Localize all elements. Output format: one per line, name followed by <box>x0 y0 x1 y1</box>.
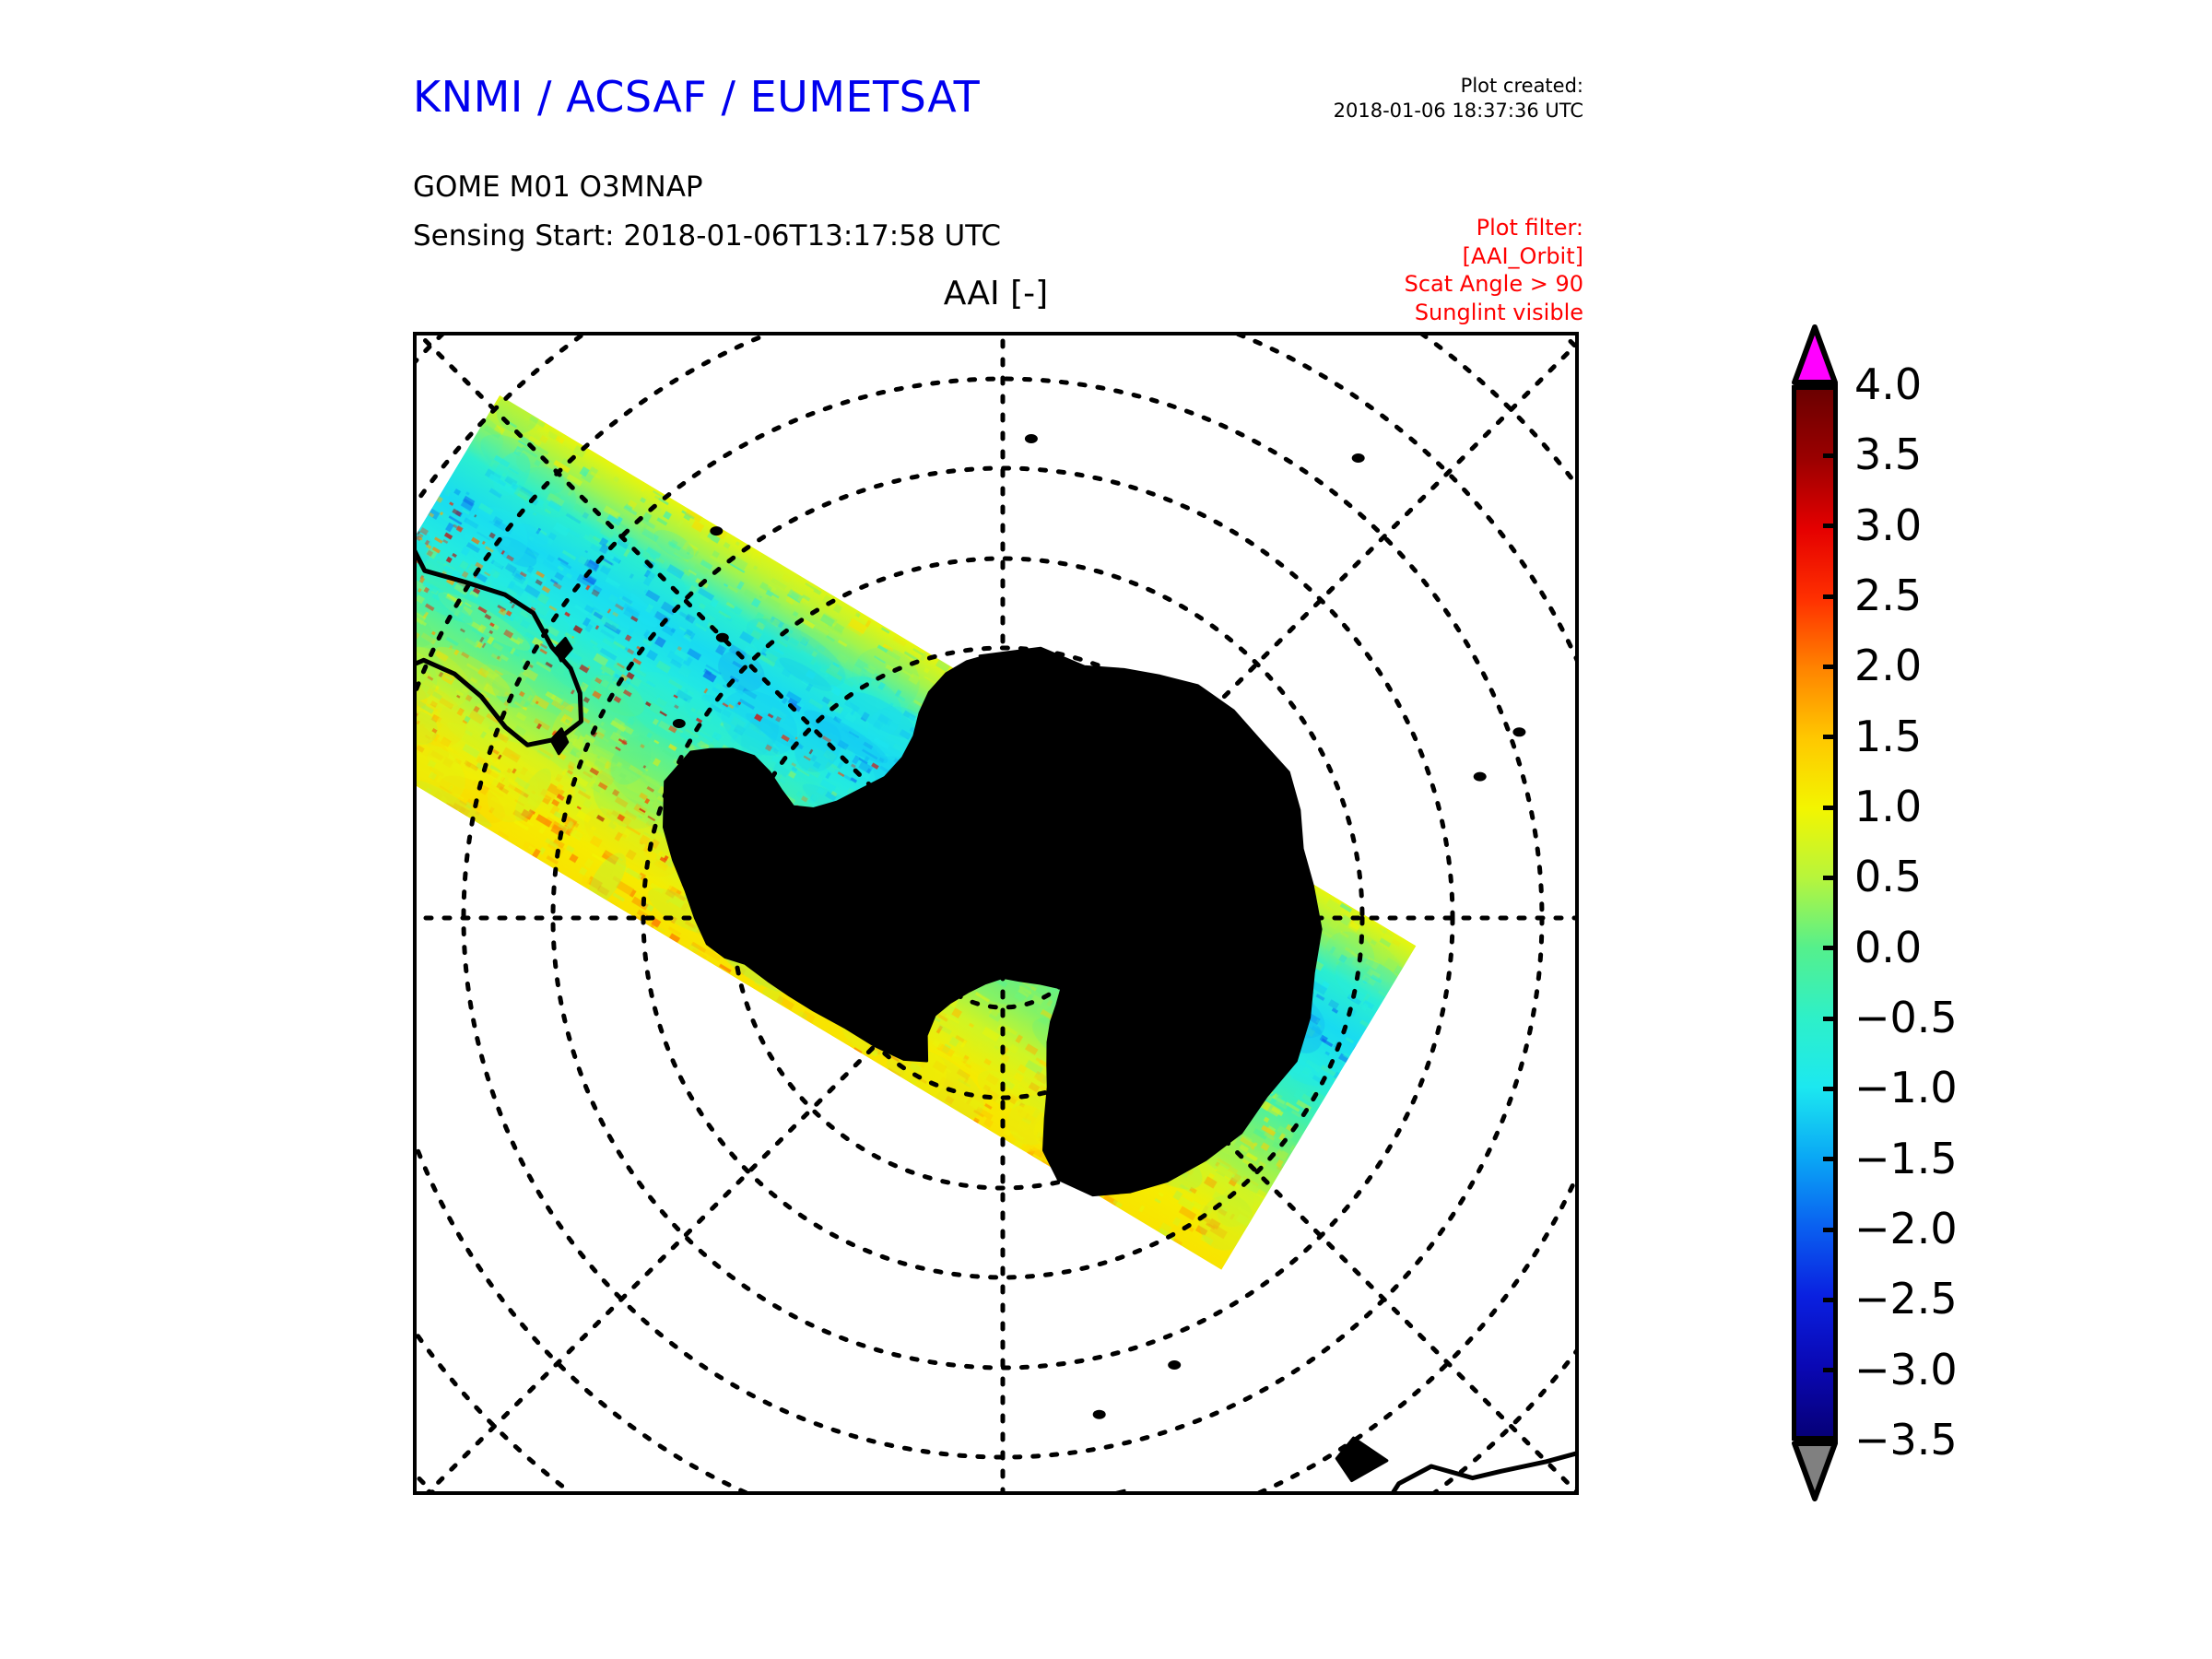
colorbar-gradient <box>1796 390 1833 1436</box>
plot-filter-label: Plot filter: <box>1476 215 1583 241</box>
coastline-path <box>1335 1436 1389 1483</box>
island-marker <box>1092 1409 1106 1419</box>
plot-filter-name: [AAI_Orbit] <box>1462 242 1583 269</box>
coastline-path <box>549 727 570 756</box>
colorbar-tick-label: 1.0 <box>1854 782 1923 831</box>
colorbar-tick-mark <box>1823 664 1838 669</box>
sensing-start: Sensing Start: 2018-01-06T13:17:58 UTC <box>413 219 1001 253</box>
colorbar-tick-label: 4.0 <box>1854 359 1923 409</box>
plot-created-value: 2018-01-06 18:37:36 UTC <box>1333 100 1583 123</box>
colorbar-tick-label: 3.0 <box>1854 500 1923 550</box>
island-marker <box>1351 453 1365 463</box>
colorbar-tick-label: −1.5 <box>1854 1133 1958 1183</box>
colorbar: 4.0 3.5 3.0 2.5 2.0 1.5 1.0 0.5 0.0 −0.5 −1.0 −1.5 −… <box>1792 324 2188 1523</box>
island-marker <box>1024 434 1038 443</box>
coastline-path <box>417 549 583 747</box>
map-canvas <box>417 335 1575 1491</box>
island-marker <box>1473 771 1487 782</box>
chart-title: AAI [-] <box>943 275 1049 312</box>
colorbar-tick-label: 3.5 <box>1854 429 1923 480</box>
colorbar-tick-mark <box>1823 1227 1838 1232</box>
colorbar-tick-mark <box>1823 524 1838 529</box>
colorbar-tick-mark <box>1823 594 1838 599</box>
colorbar-under-range-arrow <box>1792 1441 1838 1501</box>
colorbar-tick-label: −1.0 <box>1854 1063 1958 1113</box>
colorbar-tick-mark <box>1823 1368 1838 1373</box>
colorbar-tick-label: 2.0 <box>1854 641 1923 691</box>
colorbar-tick-label: −3.5 <box>1854 1415 1958 1465</box>
coastline-path <box>554 637 573 663</box>
coastlines <box>417 434 1575 1491</box>
island-marker <box>1512 727 1526 737</box>
colorbar-tick-label: 1.5 <box>1854 711 1923 761</box>
colorbar-tick-mark <box>1823 382 1838 388</box>
colorbar-tick-mark <box>1823 1297 1838 1302</box>
map-plot-area <box>413 332 1579 1495</box>
island-marker <box>672 719 686 728</box>
colorbar-tick-mark <box>1823 453 1838 458</box>
colorbar-tick-mark <box>1823 1016 1838 1021</box>
organisation-title: KNMI / ACSAF / EUMETSAT <box>413 72 981 122</box>
coastline-path <box>663 646 1323 1197</box>
plot-filter-block: Plot filter: [AAI_Orbit] Scat Angle > 90… <box>1405 214 1583 327</box>
coastline-path <box>1391 1451 1575 1491</box>
colorbar-tick-mark <box>1823 1086 1838 1091</box>
latitude-circle <box>641 556 1365 1280</box>
colorbar-tick-mark <box>1823 1438 1838 1443</box>
plot-created-block: Plot created: 2018-01-06 18:37:36 UTC <box>1334 74 1583 124</box>
colorbar-tick-label: 0.5 <box>1854 852 1923 902</box>
colorbar-tick-mark <box>1823 805 1838 810</box>
colorbar-tick-mark <box>1823 735 1838 740</box>
colorbar-tick-mark <box>1823 875 1838 880</box>
colorbar-tick-label: 0.0 <box>1854 922 1923 972</box>
colorbar-tick-label: −2.0 <box>1854 1204 1958 1253</box>
plot-created-label: Plot created: <box>1460 75 1583 97</box>
colorbar-tick-mark <box>1823 1157 1838 1162</box>
colorbar-tick-label: −0.5 <box>1854 993 1958 1042</box>
colorbar-over-range-arrow <box>1792 324 1838 385</box>
plot-filter-condition: Scat Angle > 90 <box>1404 271 1583 298</box>
colorbar-tick-mark <box>1823 946 1838 951</box>
colorbar-tick-labels: 4.0 3.5 3.0 2.5 2.0 1.5 1.0 0.5 0.0 −0.5 −1.0 −1.5−… <box>1823 363 2188 1461</box>
coastline-path <box>1115 1488 1126 1491</box>
colorbar-tick-label: −3.0 <box>1854 1344 1958 1394</box>
colorbar-tick-label: −2.5 <box>1854 1274 1958 1324</box>
dataset-name: GOME M01 O3MNAP <box>413 171 703 204</box>
island-marker <box>1168 1360 1182 1370</box>
colorbar-bar <box>1792 385 1838 1441</box>
island-marker <box>710 526 724 536</box>
plot-filter-note: Sunglint visible <box>1414 300 1583 326</box>
colorbar-tick-label: 2.5 <box>1854 571 1923 620</box>
island-marker <box>715 632 729 642</box>
